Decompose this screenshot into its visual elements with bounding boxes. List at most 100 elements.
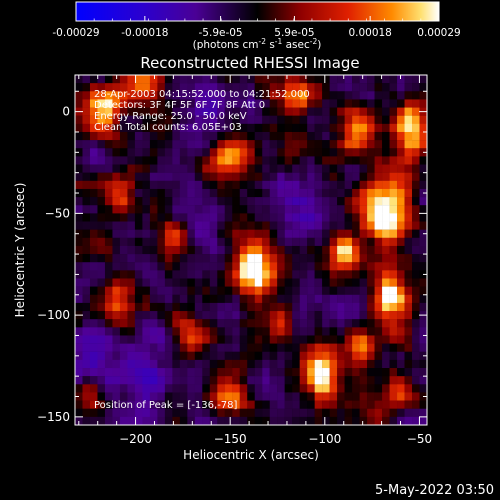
- heatmap-cell: [299, 294, 308, 304]
- heatmap-cell: [412, 335, 420, 344]
- heatmap-cell: [119, 294, 128, 304]
- colorbar-tick-label: 5.9e-05: [274, 27, 314, 39]
- heatmap-cell: [142, 107, 151, 116]
- heatmap-cell: [157, 99, 166, 108]
- heatmap-cell: [374, 294, 383, 304]
- heatmap-cell: [89, 262, 98, 271]
- heatmap-cell: [389, 392, 398, 401]
- heatmap-cell: [404, 302, 413, 312]
- heatmap-cell: [314, 99, 323, 108]
- heatmap-cell: [359, 131, 368, 141]
- heatmap-cell: [187, 99, 195, 108]
- heatmap-cell: [202, 148, 210, 157]
- heatmap-cell: [352, 140, 360, 149]
- heatmap-cell: [262, 172, 270, 181]
- heatmap-cell: [164, 180, 173, 190]
- heatmap-cell: [97, 131, 106, 141]
- heatmap-cell: [224, 180, 233, 190]
- heatmap-cell: [112, 229, 121, 238]
- heatmap-cell: [284, 188, 293, 198]
- heatmap-cell: [194, 416, 203, 425]
- heatmap-cell: [217, 343, 225, 352]
- heatmap-cell: [254, 107, 263, 116]
- heatmap-cell: [404, 164, 413, 173]
- heatmap-cell: [247, 270, 255, 279]
- heatmap-cell: [112, 140, 121, 149]
- heatmap-cell: [217, 197, 225, 206]
- heatmap-cell: [164, 91, 173, 100]
- heatmap-cell: [389, 123, 398, 133]
- heatmap-cell: [217, 254, 225, 263]
- heatmap-cell: [239, 140, 248, 149]
- heatmap-cell: [299, 197, 308, 206]
- heatmap-cell: [157, 368, 166, 377]
- heatmap-cell: [247, 302, 255, 312]
- heatmap-cell: [352, 294, 360, 304]
- heatmap-cell: [172, 254, 181, 263]
- heatmap-cell: [82, 302, 91, 312]
- heatmap-cell: [172, 115, 181, 124]
- heatmap-cell: [367, 131, 375, 141]
- heatmap-cell: [247, 237, 255, 247]
- heatmap-cell: [104, 164, 113, 173]
- heatmap-cell: [232, 327, 240, 336]
- heatmap-cell: [352, 148, 360, 157]
- heatmap-cell: [352, 327, 360, 336]
- heatmap-cell: [217, 400, 225, 409]
- heatmap-cell: [382, 335, 390, 344]
- heatmap-cell: [367, 368, 375, 377]
- heatmap-cell: [382, 368, 390, 377]
- heatmap-cell: [307, 343, 315, 352]
- heatmap-cell: [254, 213, 263, 222]
- heatmap-cell: [419, 400, 427, 409]
- heatmap-cell: [127, 302, 136, 312]
- heatmap-cell: [337, 115, 345, 124]
- heatmap-cell: [284, 213, 293, 222]
- colorbar-tick-label: -0.00029: [52, 27, 99, 39]
- heatmap-cell: [157, 156, 166, 165]
- heatmap-cell: [232, 262, 240, 271]
- heatmap-cell: [82, 205, 91, 214]
- heatmap-cell: [292, 221, 300, 230]
- heatmap-cell: [247, 115, 255, 124]
- heatmap-cell: [329, 140, 338, 149]
- heatmap-cell: [292, 83, 300, 92]
- heatmap-cell: [337, 237, 345, 247]
- heatmap-cell: [322, 262, 330, 271]
- heatmap-cell: [254, 302, 263, 312]
- heatmap-cell: [397, 197, 405, 206]
- heatmap-cell: [419, 140, 427, 149]
- heatmap-cell: [157, 400, 166, 409]
- heatmap-cell: [322, 115, 330, 124]
- heatmap-cell: [179, 302, 188, 312]
- heatmap-cell: [209, 164, 218, 173]
- heatmap-cell: [344, 99, 353, 108]
- heatmap-cell: [134, 229, 143, 238]
- heatmap-cell: [344, 221, 353, 230]
- heatmap-cell: [127, 384, 136, 393]
- heatmap-cell: [89, 327, 98, 336]
- heatmap-cell: [419, 294, 427, 304]
- heatmap-cell: [299, 286, 308, 295]
- heatmap-cell: [337, 359, 345, 369]
- heatmap-cell: [202, 319, 210, 328]
- heatmap-cell: [292, 99, 300, 108]
- heatmap-cell: [104, 213, 113, 222]
- heatmap-cell: [157, 115, 166, 124]
- heatmap-cell: [157, 254, 166, 263]
- heatmap-cell: [337, 311, 345, 320]
- heatmap-cell: [359, 123, 368, 133]
- heatmap-cell: [164, 286, 173, 295]
- heatmap-cell: [134, 115, 143, 124]
- heatmap-cell: [277, 327, 285, 336]
- heatmap-cell: [179, 115, 188, 124]
- heatmap-cell: [367, 172, 375, 181]
- heatmap-cell: [209, 213, 218, 222]
- heatmap-cell: [389, 140, 398, 149]
- heatmap-cell: [217, 327, 225, 336]
- heatmap-cell: [217, 302, 225, 312]
- heatmap-cell: [329, 83, 338, 92]
- heatmap-cell: [337, 335, 345, 344]
- heatmap-cell: [127, 351, 136, 361]
- heatmap-cell: [277, 156, 285, 165]
